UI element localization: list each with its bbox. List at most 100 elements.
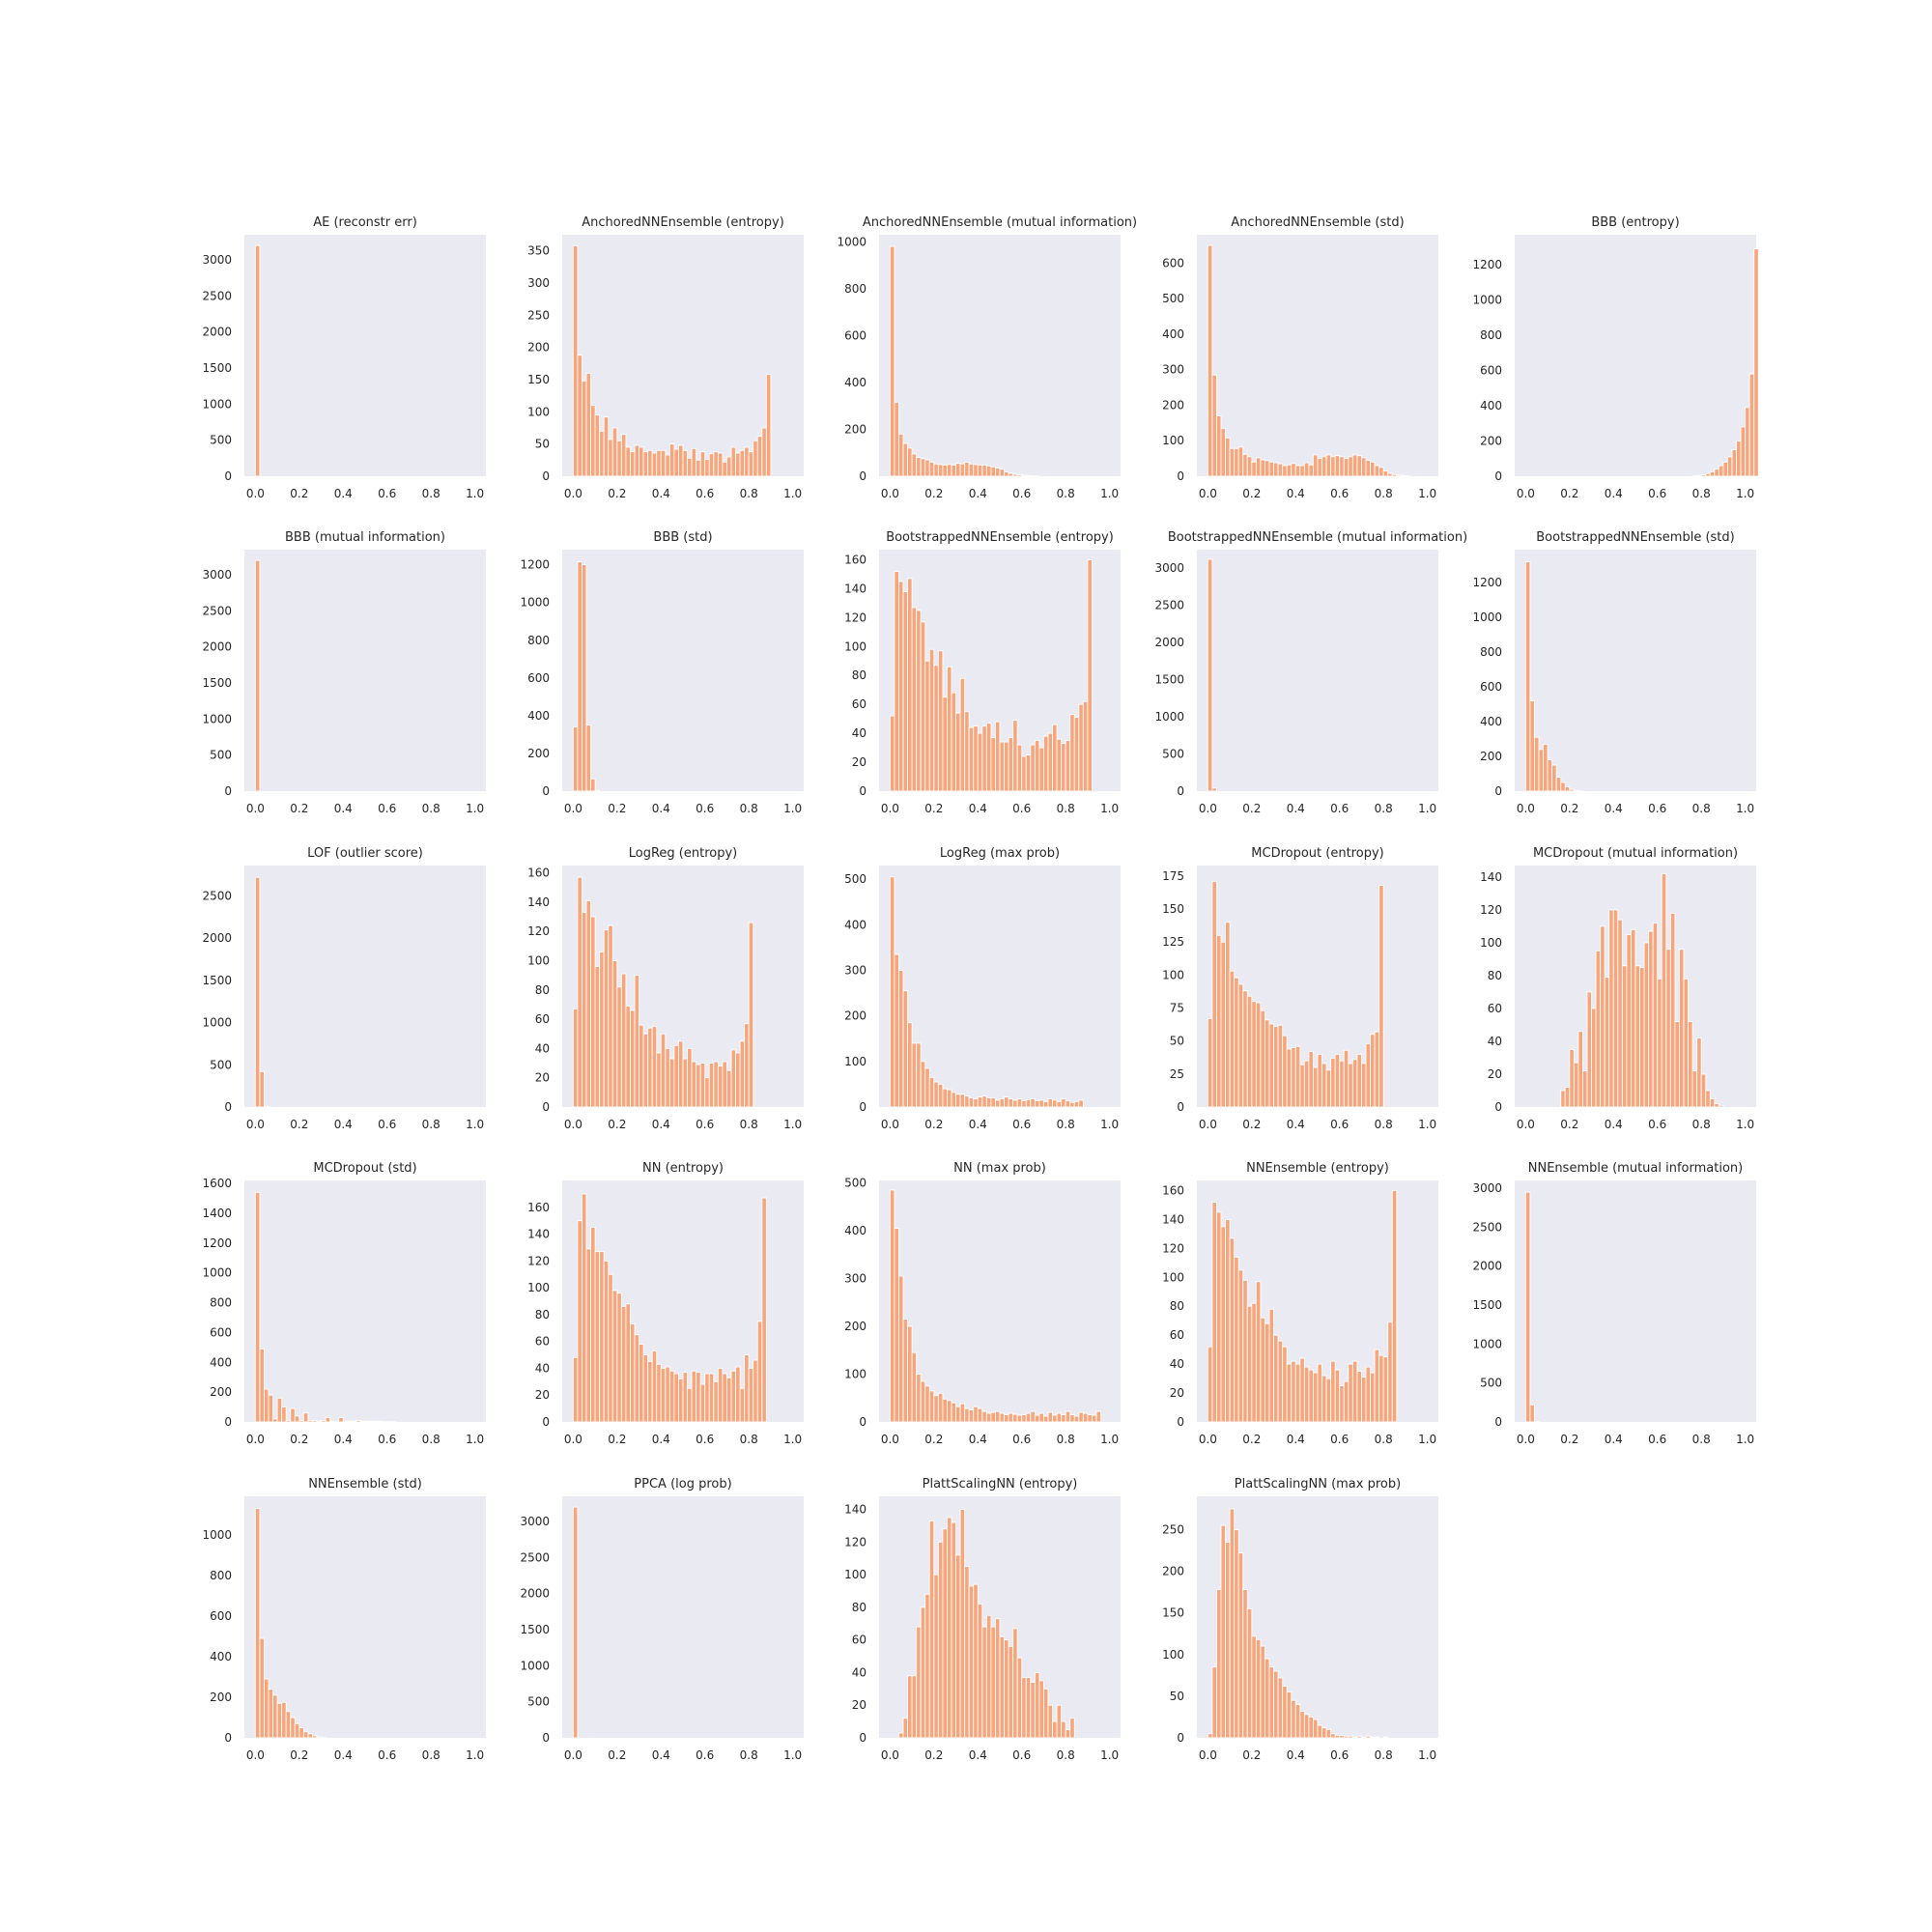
histogram-bar xyxy=(1211,1202,1217,1423)
histogram-bar xyxy=(994,1618,1001,1739)
histogram-bar xyxy=(1061,1720,1066,1739)
x-tick-label: 1.0 xyxy=(1736,1433,1754,1446)
histogram-bar xyxy=(1016,1414,1023,1423)
y-tick-label: 0 xyxy=(1494,1100,1502,1114)
histogram-bar xyxy=(973,1406,979,1423)
histogram-bar xyxy=(1277,1024,1284,1108)
x-tick-label: 0.6 xyxy=(1012,1118,1031,1131)
histogram-bar xyxy=(1220,941,1227,1108)
histogram-bar xyxy=(1365,1366,1372,1423)
histogram-bar xyxy=(722,461,727,477)
y-tick-label: 0 xyxy=(1494,1415,1502,1429)
histogram-bar xyxy=(1207,558,1213,792)
histogram-bar xyxy=(1030,1682,1036,1739)
histogram-bar xyxy=(1608,909,1614,1108)
histogram-panel: NNEnsemble (entropy) 0.0 0.2 0.4 0.6 0.8 1.0 0 2… xyxy=(1162,1161,1438,1446)
y-tick-label: 800 xyxy=(210,1296,232,1310)
histogram-bar xyxy=(620,434,627,477)
histogram-bar xyxy=(1016,1657,1023,1739)
histogram-bar xyxy=(1529,1404,1535,1423)
x-tick-label: 0.6 xyxy=(696,1118,714,1131)
histogram-bar xyxy=(660,1367,667,1423)
histogram-bar xyxy=(739,1387,746,1423)
histogram-bar xyxy=(1095,1410,1102,1423)
x-tick-label: 0.8 xyxy=(1057,1118,1075,1131)
x-tick-label: 0.8 xyxy=(740,802,758,815)
histogram-bar xyxy=(1069,1101,1075,1108)
histogram-bar xyxy=(369,1420,375,1423)
histogram-bar xyxy=(985,465,992,477)
histogram-bar xyxy=(259,1637,265,1739)
x-tick-label: 0.8 xyxy=(422,487,440,500)
histogram-bar xyxy=(902,442,909,477)
histogram-bar xyxy=(668,1058,675,1108)
x-tick-label: 0.8 xyxy=(1692,802,1711,815)
y-tick-label: 1000 xyxy=(1472,294,1502,307)
histogram-bar xyxy=(955,1094,961,1108)
histogram-bar xyxy=(298,1420,304,1423)
x-tick-label: 1.0 xyxy=(1418,802,1436,815)
histogram-bar xyxy=(1360,1063,1367,1108)
histogram-bar xyxy=(1004,741,1009,792)
histogram-bar xyxy=(1237,1552,1244,1739)
x-tick-label: 0.8 xyxy=(1057,802,1075,815)
histogram-bar xyxy=(1052,724,1058,792)
x-tick-label: 0.4 xyxy=(1605,1433,1623,1446)
histogram-bar xyxy=(1291,1699,1296,1739)
histogram-bar xyxy=(761,427,767,477)
y-tick-label: 60 xyxy=(1170,1328,1184,1342)
y-tick-label: 100 xyxy=(844,1568,867,1581)
histogram-bar xyxy=(316,1736,323,1739)
plot-area xyxy=(1515,550,1756,791)
histogram-bar xyxy=(1016,744,1023,792)
y-tick-label: 200 xyxy=(844,1320,867,1333)
histogram-bar xyxy=(285,1711,292,1739)
histogram-bar xyxy=(1073,717,1080,792)
histogram-bar xyxy=(1251,1001,1257,1108)
y-tick-label: 120 xyxy=(1480,903,1502,917)
y-tick-label: 50 xyxy=(1170,1690,1184,1703)
histogram-bar xyxy=(1268,1023,1275,1108)
histogram-bar xyxy=(625,1303,631,1423)
y-tick-label: 100 xyxy=(1162,968,1184,981)
panel-title: AE (reconstr err) xyxy=(313,215,417,230)
histogram-bar xyxy=(889,245,895,477)
y-tick-label: 2500 xyxy=(1472,1220,1502,1234)
histogram-bar xyxy=(1303,1714,1310,1739)
y-tick-label: 400 xyxy=(844,376,867,389)
histogram-bar xyxy=(726,1069,732,1108)
histogram-bar xyxy=(364,1420,371,1423)
x-tick-label: 1.0 xyxy=(1100,1748,1119,1762)
y-tick-label: 100 xyxy=(527,953,550,967)
histogram-bar xyxy=(1294,1704,1301,1739)
x-tick-label: 0.8 xyxy=(1057,1433,1075,1446)
histogram-bar xyxy=(1312,454,1319,477)
histogram-bar xyxy=(1360,1377,1367,1423)
histogram-bar xyxy=(713,451,719,477)
histogram-bar xyxy=(898,433,904,477)
histogram-bar xyxy=(691,447,697,477)
histogram-bar xyxy=(964,1566,970,1739)
histogram-bar xyxy=(355,1420,361,1423)
histogram-bar xyxy=(1665,949,1671,1108)
histogram-bar xyxy=(1351,1360,1358,1423)
histogram-bar xyxy=(708,1063,715,1108)
histogram-bar xyxy=(977,464,983,477)
histogram-bar xyxy=(272,1418,278,1423)
histogram-bar xyxy=(582,1193,587,1423)
histogram-bar xyxy=(1225,1541,1231,1739)
histogram-bar xyxy=(616,986,622,1108)
histogram-bar xyxy=(973,725,979,792)
x-tick-label: 1.0 xyxy=(1736,802,1754,815)
x-tick-label: 0.0 xyxy=(881,1748,899,1762)
x-tick-label: 0.8 xyxy=(1692,487,1711,500)
histogram-bar xyxy=(1374,1349,1380,1423)
histogram-bar xyxy=(259,1070,265,1108)
histogram-bar xyxy=(1317,458,1323,477)
y-tick-label: 100 xyxy=(1162,1648,1184,1662)
histogram-bar xyxy=(907,1022,913,1108)
x-tick-label: 0.6 xyxy=(1648,1433,1666,1446)
histogram-bar xyxy=(647,449,653,477)
histogram-bar xyxy=(748,1367,754,1423)
histogram-bar xyxy=(1378,885,1384,1108)
